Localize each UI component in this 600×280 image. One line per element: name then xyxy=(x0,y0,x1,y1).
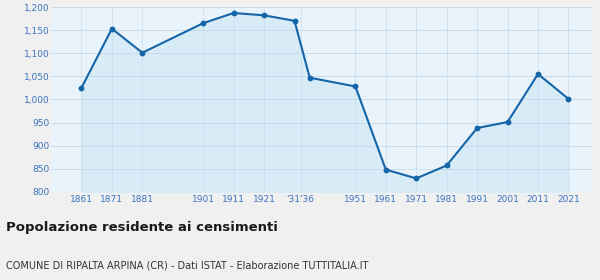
Text: COMUNE DI RIPALTA ARPINA (CR) - Dati ISTAT - Elaborazione TUTTITALIA.IT: COMUNE DI RIPALTA ARPINA (CR) - Dati IST… xyxy=(6,261,368,271)
Text: Popolazione residente ai censimenti: Popolazione residente ai censimenti xyxy=(6,221,278,234)
